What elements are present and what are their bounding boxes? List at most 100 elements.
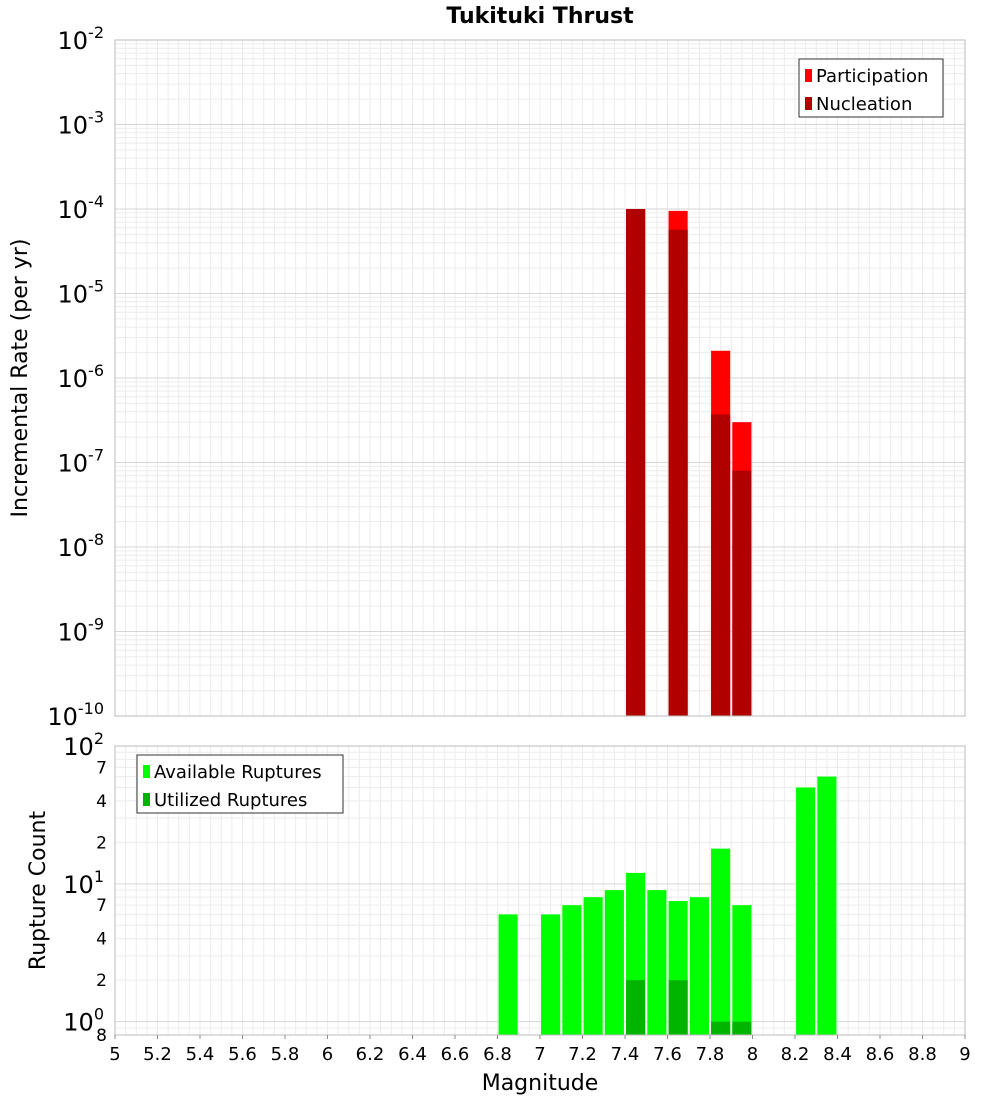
- y-tick-label: 10-9: [58, 615, 105, 647]
- bar-utilized-ruptures: [668, 980, 688, 1035]
- y-tick-label: 7: [96, 896, 107, 916]
- y-tick-exponent: -10: [78, 699, 104, 718]
- x-tick-label: 6.8: [483, 1044, 512, 1065]
- y-axis-label: Incremental Rate (per yr): [8, 239, 33, 518]
- x-tick-label: 9: [959, 1044, 970, 1065]
- bar-available-ruptures: [541, 914, 561, 1035]
- chart-title: Tukituki Thrust: [446, 4, 634, 29]
- legend-swatch: [805, 69, 812, 82]
- bar-available-ruptures: [796, 787, 816, 1035]
- y-tick-base: 10: [47, 703, 78, 731]
- legend-label: Participation: [816, 66, 928, 87]
- y-tick-label: 4: [96, 930, 107, 950]
- bar-available-ruptures: [498, 914, 518, 1035]
- legend-label: Nucleation: [816, 94, 912, 115]
- bar-nucleation: [732, 470, 752, 716]
- rate-chart: 10-210-310-410-510-610-710-810-910-10Tuk…: [8, 4, 966, 731]
- y-tick-label: 4: [96, 792, 107, 812]
- y-tick-base: 10: [58, 534, 89, 562]
- y-tick-base: 10: [58, 619, 89, 647]
- bar-available-ruptures: [647, 890, 667, 1035]
- bar-available-ruptures: [732, 905, 752, 1035]
- legend-swatch: [805, 97, 812, 110]
- y-tick-base: 10: [58, 196, 89, 224]
- y-tick-exponent: 1: [94, 867, 104, 886]
- y-tick-label: 10-5: [58, 277, 105, 309]
- y-tick-exponent: -5: [88, 277, 104, 296]
- y-tick-base: 10: [58, 27, 89, 55]
- legend-label: Available Ruptures: [154, 762, 322, 783]
- bar-utilized-ruptures: [626, 980, 646, 1035]
- y-tick-label: 10-10: [47, 699, 104, 731]
- y-tick-label: 7: [96, 758, 107, 778]
- x-tick-label: 7.8: [696, 1044, 725, 1065]
- bar-nucleation: [711, 414, 731, 716]
- y-tick-label: 10-3: [58, 108, 105, 140]
- bar-available-ruptures: [817, 776, 837, 1035]
- y-tick-exponent: -7: [88, 446, 104, 465]
- bar-available-ruptures: [689, 897, 709, 1035]
- bar-available-ruptures: [711, 848, 731, 1035]
- y-tick-exponent: -8: [88, 530, 104, 549]
- y-tick-label: 10-6: [58, 361, 105, 393]
- bar-available-ruptures: [583, 897, 603, 1035]
- y-tick-base: 10: [58, 450, 89, 478]
- y-tick-exponent: -6: [88, 361, 104, 380]
- x-tick-label: 8.2: [781, 1044, 810, 1065]
- legend-box: [136, 754, 344, 814]
- x-tick-label: 8: [747, 1044, 758, 1065]
- y-tick-label: 2: [96, 833, 107, 853]
- bar-nucleation: [626, 209, 646, 716]
- y-tick-base: 10: [58, 112, 89, 140]
- y-tick-base: 10: [63, 1009, 94, 1037]
- x-tick-label: 6: [322, 1044, 333, 1065]
- y-tick-label: 102: [63, 729, 104, 761]
- x-tick-label: 7: [534, 1044, 545, 1065]
- bar-available-ruptures: [604, 890, 624, 1035]
- bar-nucleation: [668, 229, 688, 716]
- y-tick-label: 100: [63, 1005, 104, 1037]
- y-tick-base: 10: [58, 365, 89, 393]
- y-tick-label: 101: [63, 867, 104, 899]
- y-tick-label: 2: [96, 971, 107, 991]
- y-tick-exponent: -2: [88, 23, 104, 42]
- y-tick-base: 10: [58, 281, 89, 309]
- legend-label: Utilized Ruptures: [154, 790, 307, 811]
- x-tick-label: 6.4: [398, 1044, 427, 1065]
- x-tick-label: 8.4: [823, 1044, 852, 1065]
- y-tick-exponent: 2: [94, 729, 104, 748]
- y-axis-label: Rupture Count: [26, 811, 51, 971]
- x-tick-label: 7.6: [653, 1044, 682, 1065]
- plot-border: [114, 39, 966, 717]
- y-tick-label: 10-8: [58, 530, 105, 562]
- bar-utilized-ruptures: [732, 1021, 752, 1035]
- legend-swatch: [143, 765, 150, 778]
- x-tick-label: 7.2: [568, 1044, 597, 1065]
- y-tick-base: 10: [63, 733, 94, 761]
- y-tick-base: 10: [63, 871, 94, 899]
- y-tick-label: 10-2: [58, 23, 105, 55]
- y-tick-label: 10-7: [58, 446, 105, 478]
- y-tick-exponent: -9: [88, 615, 104, 634]
- y-tick-label: 10-4: [58, 192, 105, 224]
- x-tick-label: 6.6: [441, 1044, 470, 1065]
- x-tick-label: 6.2: [356, 1044, 385, 1065]
- bar-utilized-ruptures: [711, 1021, 731, 1035]
- x-tick-label: 5.8: [271, 1044, 300, 1065]
- x-tick-label: 5.2: [143, 1044, 172, 1065]
- x-tick-label: 5.4: [186, 1044, 215, 1065]
- bar-available-ruptures: [562, 905, 582, 1035]
- y-tick-exponent: -3: [88, 108, 104, 127]
- y-tick-exponent: 0: [94, 1005, 104, 1024]
- x-tick-label: 5: [109, 1044, 120, 1065]
- x-tick-label: 7.4: [611, 1044, 640, 1065]
- x-tick-label: 8.8: [908, 1044, 937, 1065]
- x-axis-label: Magnitude: [482, 1071, 599, 1096]
- y-tick-exponent: -4: [88, 192, 104, 211]
- legend-box: [798, 58, 944, 118]
- legend-swatch: [143, 793, 150, 806]
- x-tick-label: 5.6: [228, 1044, 257, 1065]
- x-tick-label: 8.6: [866, 1044, 895, 1065]
